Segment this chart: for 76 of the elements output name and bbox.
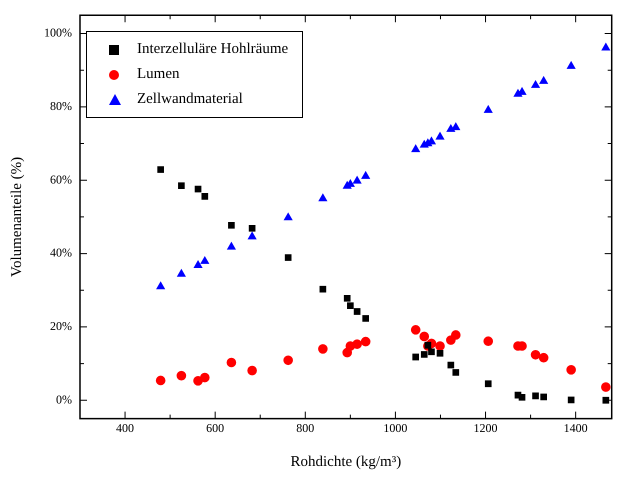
point <box>248 232 256 240</box>
x-tick-label: 1000 <box>383 420 408 435</box>
x-tick-label: 1200 <box>474 420 498 435</box>
point <box>452 122 460 130</box>
point <box>435 341 445 351</box>
y-tick-label: 0% <box>56 392 72 406</box>
point <box>518 394 526 401</box>
point <box>531 80 540 88</box>
x-tick-label: 1400 <box>564 420 588 435</box>
point <box>157 166 164 173</box>
legend-label: Zellwandmaterial <box>136 91 243 108</box>
point <box>284 254 292 261</box>
point <box>200 372 210 382</box>
point <box>540 394 547 400</box>
point <box>318 194 328 202</box>
x-tick-label: 400 <box>116 420 134 435</box>
point <box>320 286 326 292</box>
point <box>354 308 360 315</box>
point <box>352 339 362 349</box>
point <box>248 224 256 232</box>
point <box>436 132 444 140</box>
point <box>344 294 351 302</box>
point <box>156 282 165 290</box>
point <box>194 260 202 268</box>
point <box>484 380 492 388</box>
y-tick-label: 20% <box>50 319 72 334</box>
x-tick-label: 800 <box>296 420 314 435</box>
point <box>227 242 236 250</box>
y-axis-title: Volumenanteile (%) <box>8 156 25 277</box>
point <box>601 382 611 392</box>
point <box>566 365 576 375</box>
point <box>483 336 494 346</box>
point <box>228 222 235 229</box>
point <box>484 105 492 113</box>
y-tick-label: 40% <box>50 246 72 260</box>
point <box>452 369 460 376</box>
point <box>420 351 428 358</box>
point <box>362 315 370 322</box>
point <box>602 43 610 50</box>
point <box>194 186 202 192</box>
x-axis-title: Rohdichte (kg/m³) <box>290 454 402 470</box>
point <box>436 350 444 357</box>
point <box>347 302 354 309</box>
point <box>283 355 293 366</box>
x-tick-label: 600 <box>206 420 224 435</box>
point <box>318 344 328 354</box>
legend-label: Lumen <box>136 66 180 84</box>
point <box>532 392 539 400</box>
y-tick-label: 100% <box>44 26 72 40</box>
point <box>448 362 454 368</box>
point <box>566 61 576 69</box>
point <box>177 269 186 277</box>
point <box>176 370 186 380</box>
point <box>247 366 257 376</box>
point <box>450 330 461 340</box>
point <box>178 182 185 190</box>
y-tick-label: 60% <box>50 172 72 186</box>
point <box>410 325 420 335</box>
point <box>428 348 435 356</box>
legend-label: Interzelluläre Hohlräume <box>136 41 288 58</box>
point <box>530 350 540 360</box>
point <box>352 176 362 184</box>
point <box>201 193 208 200</box>
point <box>200 256 210 264</box>
point <box>412 354 420 360</box>
point <box>568 396 574 404</box>
point <box>419 332 430 342</box>
point <box>360 336 370 346</box>
point <box>411 144 420 152</box>
y-tick-label: 80% <box>50 99 72 114</box>
point <box>226 358 236 368</box>
point <box>156 376 166 386</box>
point <box>284 212 292 220</box>
point <box>361 171 370 179</box>
point <box>539 76 548 84</box>
point <box>538 352 548 363</box>
